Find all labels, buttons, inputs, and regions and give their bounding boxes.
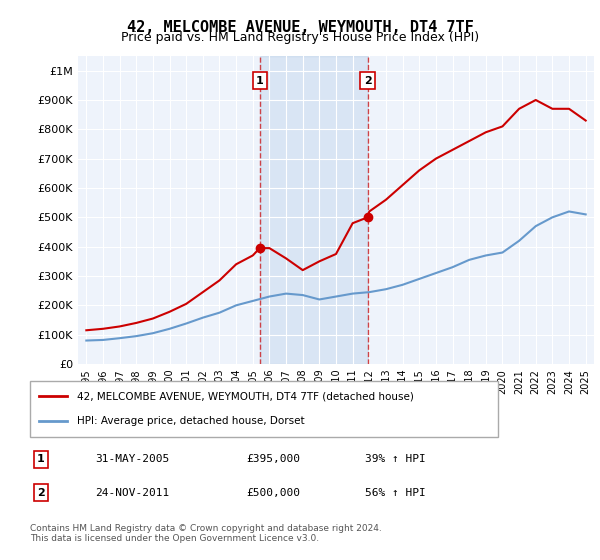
- Text: 1: 1: [37, 454, 44, 464]
- Text: 31-MAY-2005: 31-MAY-2005: [95, 454, 169, 464]
- Text: £500,000: £500,000: [246, 488, 300, 498]
- Text: 56% ↑ HPI: 56% ↑ HPI: [365, 488, 425, 498]
- Text: £395,000: £395,000: [246, 454, 300, 464]
- Text: Price paid vs. HM Land Registry's House Price Index (HPI): Price paid vs. HM Land Registry's House …: [121, 31, 479, 44]
- Text: 42, MELCOMBE AVENUE, WEYMOUTH, DT4 7TF: 42, MELCOMBE AVENUE, WEYMOUTH, DT4 7TF: [127, 20, 473, 35]
- Text: 2: 2: [364, 76, 371, 86]
- Text: Contains HM Land Registry data © Crown copyright and database right 2024.
This d: Contains HM Land Registry data © Crown c…: [30, 524, 382, 543]
- Text: 42, MELCOMBE AVENUE, WEYMOUTH, DT4 7TF (detached house): 42, MELCOMBE AVENUE, WEYMOUTH, DT4 7TF (…: [77, 391, 413, 402]
- Text: 24-NOV-2011: 24-NOV-2011: [95, 488, 169, 498]
- FancyBboxPatch shape: [30, 381, 498, 437]
- Text: 2: 2: [37, 488, 44, 498]
- Text: 39% ↑ HPI: 39% ↑ HPI: [365, 454, 425, 464]
- Bar: [260, 56, 368, 364]
- Text: HPI: Average price, detached house, Dorset: HPI: Average price, detached house, Dors…: [77, 416, 304, 426]
- Text: 1: 1: [256, 76, 263, 86]
